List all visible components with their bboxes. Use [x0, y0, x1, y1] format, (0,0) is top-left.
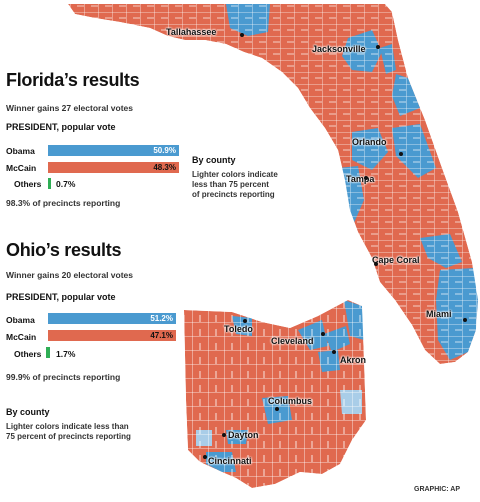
ohio-others-pct: 1.7% [56, 349, 76, 359]
city-dot-orlando [399, 152, 403, 156]
city-dot-akron [332, 350, 336, 354]
city-dot-dayton [222, 433, 226, 437]
city-dot-tampa [364, 176, 368, 180]
ohio-others-name: Others [14, 349, 42, 359]
florida-race-label: PRESIDENT, popular vote [6, 122, 116, 132]
city-dot-cincinnati [203, 455, 207, 459]
florida-others-pct: 0.7% [56, 179, 76, 189]
city-dot-miami [463, 318, 467, 322]
city-columbus: Columbus [268, 396, 312, 406]
florida-mccain-name: McCain [6, 163, 37, 173]
ohio-title: Ohio’s results [6, 240, 122, 260]
city-dot-cape-coral [374, 262, 378, 266]
city-akron: Akron [340, 355, 367, 365]
florida-mccain-pct: 48.3% [153, 163, 176, 172]
city-cape-coral: Cape Coral [372, 255, 420, 265]
florida-obama-name: Obama [6, 146, 35, 156]
florida-title: Florida’s results [6, 70, 140, 90]
ohio-key-line-1: Lighter colors indicate less than [6, 422, 129, 431]
city-toledo: Toledo [224, 324, 253, 334]
city-tampa: Tampa [346, 174, 375, 184]
ohio-mccain-pct: 47.1% [150, 331, 173, 340]
florida-key-line-3: of precincts reporting [192, 190, 275, 199]
city-cincinnati: Cincinnati [208, 456, 252, 466]
florida-obama-bar: 50.9% [48, 145, 179, 156]
city-dot-toledo [243, 319, 247, 323]
ohio-mccain-name: McCain [6, 332, 37, 342]
ohio-obama-pct: 51.2% [150, 314, 173, 323]
florida-obama-pct: 50.9% [153, 146, 176, 155]
ohio-others-bar [46, 347, 50, 358]
ohio-map [180, 298, 370, 492]
ohio-obama-name: Obama [6, 315, 35, 325]
city-tallahassee: Tallahassee [166, 27, 217, 37]
city-jacksonville: Jacksonville [312, 44, 366, 54]
graphic-credit: GRAPHIC: AP [414, 486, 461, 493]
ohio-mccain-bar: 47.1% [48, 330, 176, 341]
ohio-key-title: By county [6, 407, 50, 417]
city-miami: Miami [426, 309, 452, 319]
ohio-obama-bar: 51.2% [48, 313, 176, 324]
florida-mccain-bar: 48.3% [48, 162, 179, 173]
florida-key-line-1: Lighter colors indicate [192, 170, 278, 179]
florida-key-title: By county [192, 155, 236, 165]
florida-others-name: Others [14, 179, 42, 189]
florida-others-bar [48, 178, 51, 189]
ohio-key-line-2: 75 percent of precincts reporting [6, 432, 131, 441]
city-dot-tallahassee [240, 33, 244, 37]
florida-subtitle: Winner gains 27 electoral votes [6, 103, 133, 113]
florida-key-line-2: less than 75 percent [192, 180, 269, 189]
ohio-reporting: 99.9% of precincts reporting [6, 372, 121, 382]
city-cleveland: Cleveland [271, 336, 314, 346]
ohio-subtitle: Winner gains 20 electoral votes [6, 270, 133, 280]
city-dot-cleveland [321, 332, 325, 336]
florida-reporting: 98.3% of precincts reporting [6, 198, 121, 208]
city-dayton: Dayton [228, 430, 259, 440]
city-dot-jacksonville [376, 45, 380, 49]
ohio-race-label: PRESIDENT, popular vote [6, 292, 116, 302]
city-orlando: Orlando [352, 137, 387, 147]
city-dot-columbus [275, 407, 279, 411]
